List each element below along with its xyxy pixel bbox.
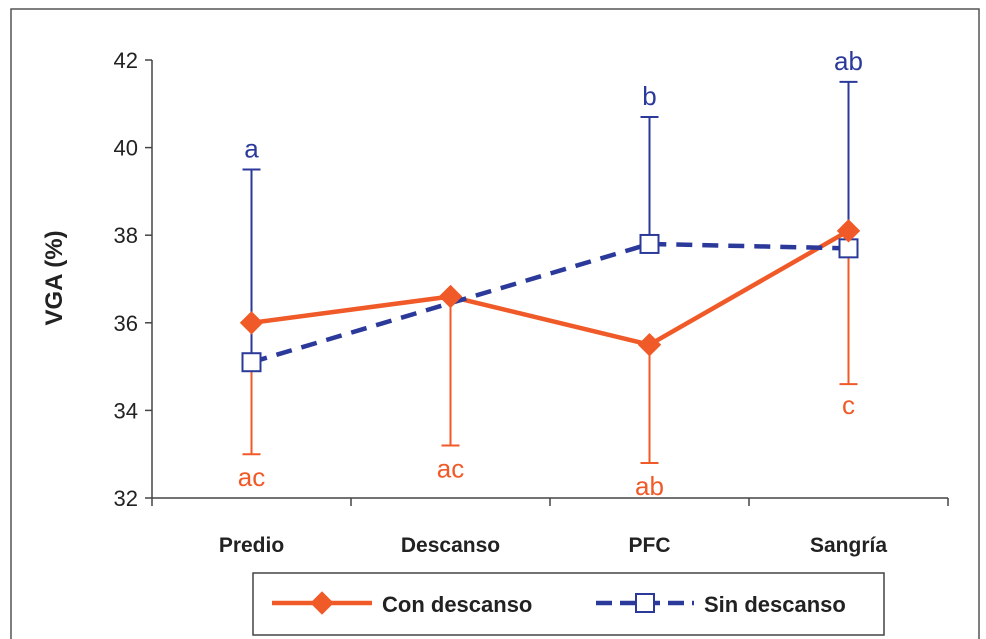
y-tick-label: 32 [114, 486, 138, 511]
point-con-descanso [637, 332, 662, 357]
x-tick-label: Predio [219, 534, 284, 557]
series-line-sin-descanso [250, 241, 849, 365]
legend-items: Con descanso Sin descanso [272, 591, 846, 617]
y-axis-label: VGA (%) [41, 230, 68, 325]
y-tick-label: 40 [114, 136, 138, 161]
annotation-sin-descanso: ab [834, 46, 863, 76]
y-tick-label: 36 [114, 311, 138, 336]
legend-label-sin-descanso: Sin descanso [704, 592, 846, 617]
x-tick-label: PFC [629, 534, 671, 557]
point-sin-descanso [241, 352, 262, 373]
annotation-con-descanso: c [842, 390, 855, 420]
series-line-con-descanso [251, 228, 850, 347]
y-tick-label: 38 [114, 223, 138, 248]
figure-border [10, 8, 980, 639]
point-con-descanso [836, 219, 861, 243]
point-con-descanso [438, 284, 463, 309]
legend-label-con-descanso: Con descanso [382, 592, 532, 617]
point-sin-descanso [639, 233, 660, 254]
annotation-sin-descanso: a [244, 134, 259, 164]
legend-marker-con-descanso [310, 591, 334, 615]
annotation-con-descanso: ab [635, 471, 664, 501]
x-tick-label: Sangría [810, 534, 887, 557]
y-tick-label: 42 [114, 48, 138, 73]
annotation-sin-descanso: b [642, 81, 656, 111]
annotation-con-descanso: ac [437, 453, 464, 483]
point-con-descanso [239, 311, 264, 335]
x-tick-label: Descanso [401, 534, 500, 557]
legend-marker-sin-descanso [635, 593, 655, 613]
annotation-con-descanso: ac [238, 462, 265, 492]
y-tick-label: 34 [114, 398, 138, 423]
legend: Con descanso Sin descanso [252, 572, 885, 636]
